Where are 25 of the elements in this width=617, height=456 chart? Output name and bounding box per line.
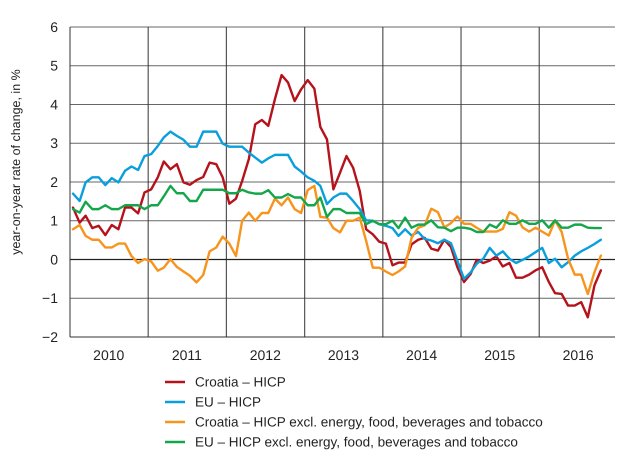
y-axis-title: year-on-year rate of change, in % bbox=[9, 69, 23, 255]
x-tick-label: 2013 bbox=[328, 347, 360, 363]
line-series bbox=[72, 130, 602, 280]
legend-label: Croatia – HICP excl. energy, food, beverages and tobacco bbox=[195, 414, 543, 430]
y-tick-label: 6 bbox=[50, 18, 58, 35]
y-tick-label: 1 bbox=[50, 212, 58, 229]
legend-label: EU – HICP excl. energy, food, beverages and tobacco bbox=[195, 434, 518, 450]
x-tick-label: 2010 bbox=[93, 347, 125, 363]
x-tick-label: 2016 bbox=[562, 347, 594, 363]
legend-label: EU – HICP bbox=[195, 394, 262, 410]
x-tick-label: 2014 bbox=[406, 347, 438, 363]
line-series bbox=[72, 74, 602, 318]
line-series bbox=[72, 184, 602, 296]
y-tick-label: 3 bbox=[50, 135, 58, 152]
legend-label: Croatia – HICP bbox=[195, 374, 286, 390]
line-series bbox=[72, 184, 602, 234]
y-tick-label: −1 bbox=[42, 290, 58, 306]
y-tick-label: 5 bbox=[50, 58, 58, 74]
x-tick-label: 2012 bbox=[250, 347, 282, 363]
y-tick-label: 0 bbox=[50, 251, 58, 268]
x-tick-label: 2011 bbox=[172, 347, 202, 363]
x-tick-label: 2015 bbox=[484, 347, 516, 363]
y-tick-label: 4 bbox=[50, 96, 58, 112]
y-tick-label: −2 bbox=[42, 328, 58, 345]
y-tick-label: 2 bbox=[50, 174, 58, 190]
